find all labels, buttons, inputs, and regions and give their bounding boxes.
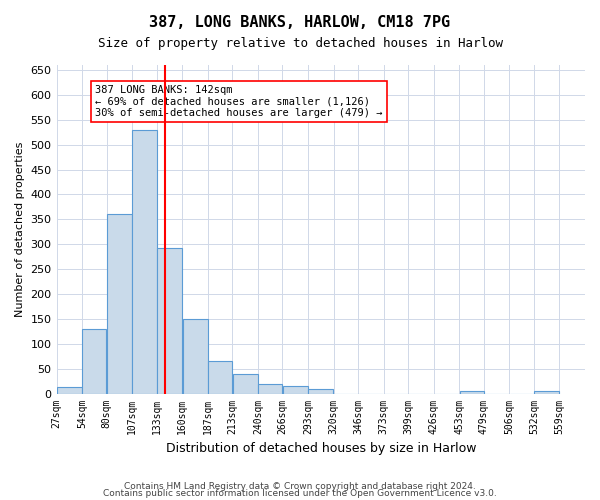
Text: Size of property relative to detached houses in Harlow: Size of property relative to detached ho… <box>97 38 503 51</box>
Bar <box>208 361 232 394</box>
Bar <box>182 319 208 394</box>
Text: Contains HM Land Registry data © Crown copyright and database right 2024.: Contains HM Land Registry data © Crown c… <box>124 482 476 491</box>
Bar <box>534 391 559 394</box>
X-axis label: Distribution of detached houses by size in Harlow: Distribution of detached houses by size … <box>166 442 476 455</box>
Bar <box>107 214 132 394</box>
Text: 387, LONG BANKS, HARLOW, CM18 7PG: 387, LONG BANKS, HARLOW, CM18 7PG <box>149 15 451 30</box>
Bar <box>233 374 257 394</box>
Bar <box>460 391 484 394</box>
Text: 387 LONG BANKS: 142sqm
← 69% of detached houses are smaller (1,126)
30% of semi-: 387 LONG BANKS: 142sqm ← 69% of detached… <box>95 85 383 118</box>
Bar <box>308 388 333 394</box>
Text: Contains public sector information licensed under the Open Government Licence v3: Contains public sector information licen… <box>103 489 497 498</box>
Bar <box>57 387 82 394</box>
Y-axis label: Number of detached properties: Number of detached properties <box>15 142 25 317</box>
Bar <box>258 384 282 394</box>
Bar <box>283 386 308 394</box>
Bar <box>133 130 157 394</box>
Bar <box>157 248 182 394</box>
Bar <box>82 329 106 394</box>
